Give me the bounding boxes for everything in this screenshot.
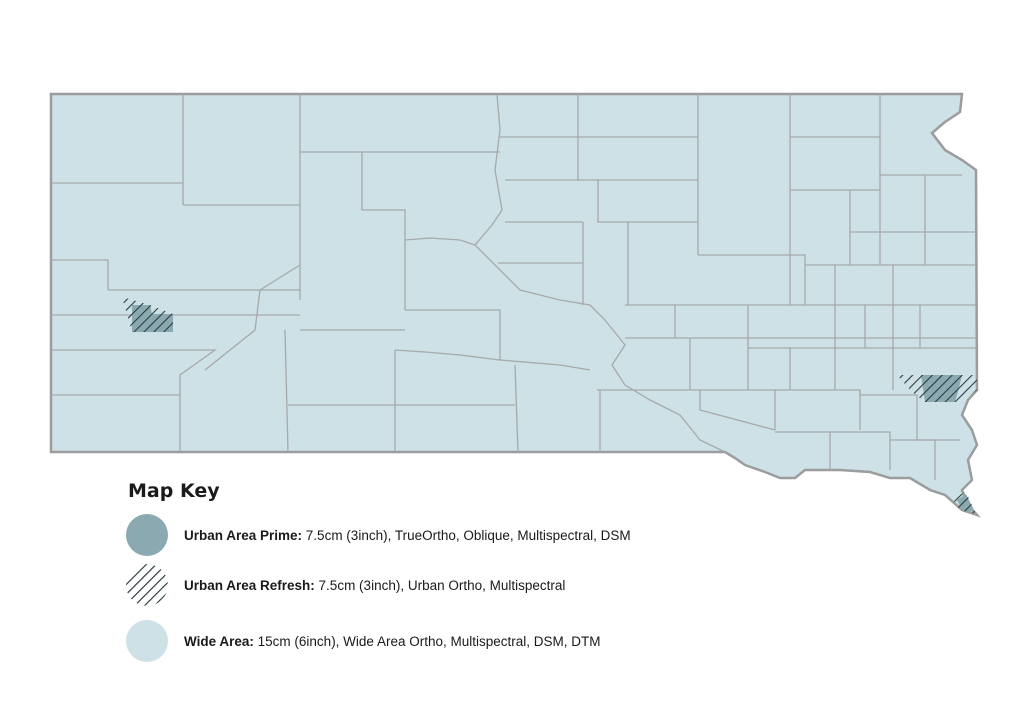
legend-item-wide-area: Wide Area: 15cm (6inch), Wide Area Ortho… [126, 620, 601, 662]
county-border-line [51, 349, 218, 452]
legend-item-urban-refresh: Urban Area Refresh: 7.5cm (3inch), Urban… [126, 564, 565, 606]
county-border-line [577, 94, 698, 138]
county-border-line [300, 151, 406, 310]
legend-label: Urban Area Prime: [184, 527, 303, 543]
county-border-line [404, 237, 476, 246]
urban-area-rapid-city [122, 297, 173, 332]
map-key-title: Map Key [128, 480, 220, 502]
county-border-line [597, 180, 698, 223]
legend-description: 15cm (6inch), Wide Area Ortho, Multispec… [253, 633, 601, 649]
legend-description: 7.5cm (3inch), Urban Ortho, Multispectra… [314, 577, 566, 593]
legend-item-urban-prime: Urban Area Prime: 7.5cm (3inch), TrueOrt… [126, 514, 631, 556]
county-border-line [859, 390, 918, 440]
county-border-line [514, 364, 519, 453]
county-border-line [51, 259, 109, 290]
legend-text: Urban Area Refresh: 7.5cm (3inch), Urban… [184, 578, 565, 593]
legend-label: Wide Area: [184, 633, 254, 649]
county-borders [51, 94, 977, 480]
legend-description: 7.5cm (3inch), TrueOrtho, Oblique, Multi… [302, 527, 631, 543]
legend-text: Urban Area Prime: 7.5cm (3inch), TrueOrt… [184, 528, 631, 543]
county-border-line [775, 431, 891, 470]
urban-area-sioux-falls [897, 375, 977, 402]
county-border-line [698, 254, 806, 305]
county-border-line [405, 309, 501, 360]
solid-dark-swatch-icon [126, 514, 168, 556]
legend-label: Urban Area Refresh: [184, 577, 315, 593]
county-border-line [204, 264, 301, 371]
county-border-line [699, 390, 776, 431]
hatched-swatch-icon [126, 564, 168, 606]
legend-text: Wide Area: 15cm (6inch), Wide Area Ortho… [184, 634, 601, 649]
county-border-line [394, 349, 591, 371]
county-border-line [474, 94, 726, 453]
solid-light-swatch-icon [126, 620, 168, 662]
urban-area-southeast-tip [952, 492, 976, 514]
county-border-line [284, 329, 289, 453]
